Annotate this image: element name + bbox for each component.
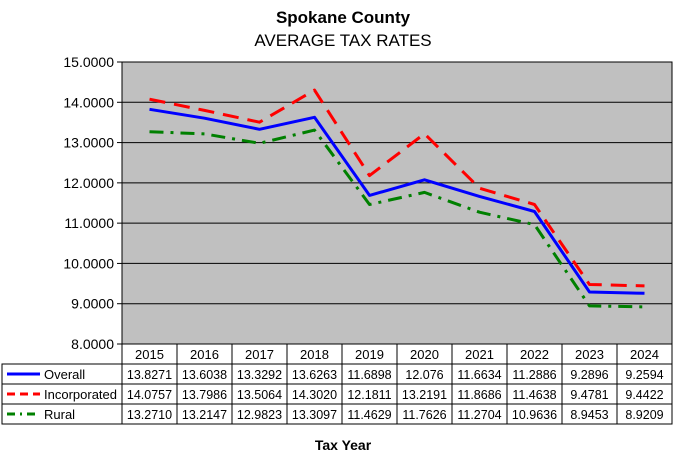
data-label: 13.3292 xyxy=(237,368,282,382)
data-label: 12.076 xyxy=(405,368,443,382)
data-label: 11.2886 xyxy=(512,368,556,382)
data-label: 9.4422 xyxy=(625,388,663,402)
data-label: 11.2704 xyxy=(457,408,501,422)
y-tick-label: 13.0000 xyxy=(63,135,114,151)
x-axis-label: Tax Year xyxy=(0,437,686,453)
x-tick-label: 2021 xyxy=(465,347,494,362)
x-tick-label: 2022 xyxy=(520,347,549,362)
data-table: 2015 2016 2017 2018 2019 2020 2021 2022 2023 2024… xyxy=(2,344,672,424)
y-tick-label: 15.0000 xyxy=(63,54,114,70)
legend-label: Rural xyxy=(44,407,75,422)
data-label: 11.7626 xyxy=(402,408,446,422)
data-label: 13.2147 xyxy=(182,408,227,422)
x-tick-label: 2020 xyxy=(410,347,439,362)
data-label: 11.4638 xyxy=(512,388,556,402)
data-label: 13.7986 xyxy=(182,388,227,402)
data-label: 13.6038 xyxy=(182,368,227,382)
data-label: 8.9209 xyxy=(625,408,663,422)
data-label: 11.8686 xyxy=(457,388,501,402)
legend-label: Incorporated xyxy=(44,387,117,402)
data-label: 10.9636 xyxy=(512,408,557,422)
data-label: 14.3020 xyxy=(292,388,337,402)
data-label: 13.3097 xyxy=(292,408,337,422)
data-label: 11.6634 xyxy=(457,368,501,382)
x-tick-label: 2019 xyxy=(355,347,384,362)
data-label: 13.2191 xyxy=(402,388,447,402)
y-tick-label: 8.0000 xyxy=(71,336,114,352)
data-label: 13.8271 xyxy=(127,368,172,382)
data-label: 8.9453 xyxy=(570,408,608,422)
x-tick-label: 2023 xyxy=(575,347,604,362)
data-label: 13.6263 xyxy=(292,368,337,382)
x-tick-label: 2018 xyxy=(300,347,329,362)
x-tick-label: 2017 xyxy=(245,347,274,362)
x-tick-label: 2016 xyxy=(190,347,219,362)
data-label: 13.2710 xyxy=(127,408,172,422)
data-label: 11.4629 xyxy=(347,408,391,422)
x-tick-label: 2024 xyxy=(630,347,659,362)
data-label: 9.4781 xyxy=(570,388,608,402)
y-tick-label: 9.0000 xyxy=(71,296,114,312)
data-label: 12.1811 xyxy=(347,388,391,402)
y-tick-label: 11.0000 xyxy=(64,215,114,231)
y-tick-label: 12.0000 xyxy=(63,175,114,191)
data-label: 9.2896 xyxy=(570,368,608,382)
data-label: 14.0757 xyxy=(127,388,172,402)
data-label: 9.2594 xyxy=(625,368,663,382)
y-tick-label: 14.0000 xyxy=(63,94,114,110)
y-tick-label: 10.0000 xyxy=(63,255,114,271)
x-tick-label: 2015 xyxy=(135,347,164,362)
data-label: 11.6898 xyxy=(347,368,391,382)
data-label: 12.9823 xyxy=(237,408,282,422)
data-label: 13.5064 xyxy=(237,388,282,402)
legend-label: Overall xyxy=(44,367,85,382)
plot-area xyxy=(122,62,672,344)
y-axis: 8.0000 9.0000 10.0000 11.0000 12.0000 13.0000… xyxy=(63,54,122,352)
